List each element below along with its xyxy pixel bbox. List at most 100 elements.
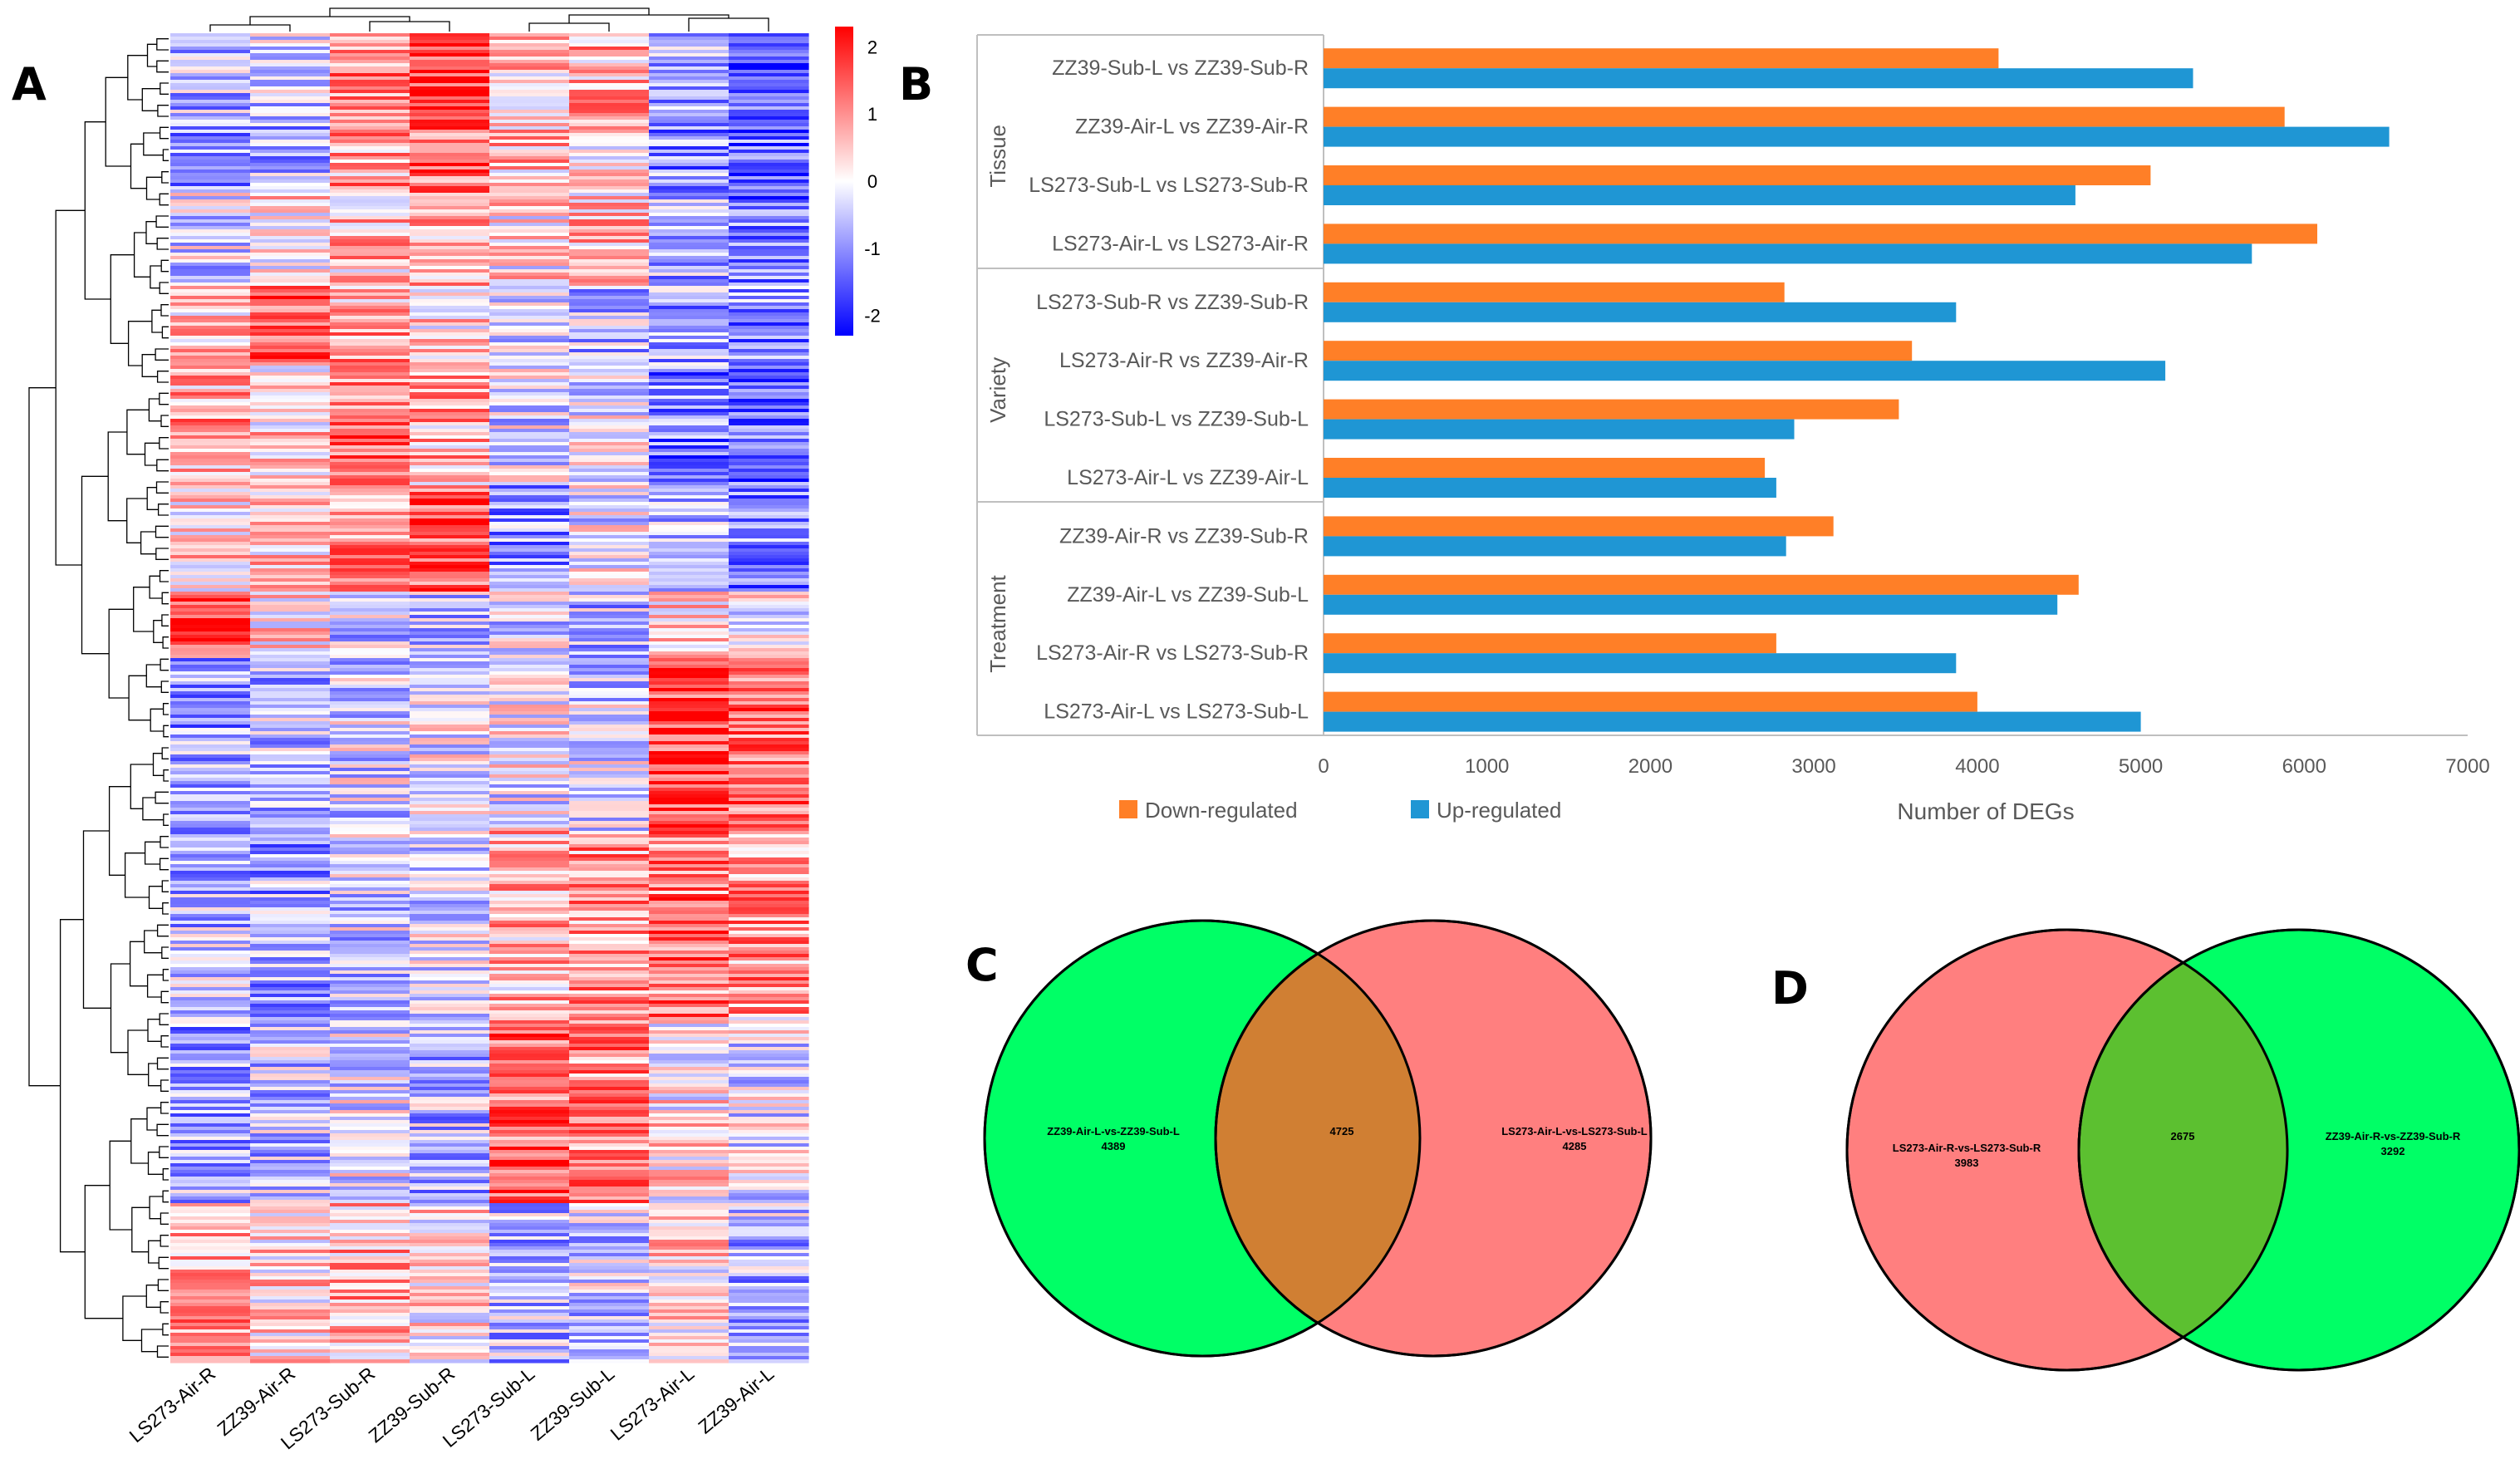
heatmap-cell [410,243,490,247]
heatmap-cell [489,625,570,629]
heatmap-cell [569,66,650,71]
heatmap-cell [649,1280,729,1284]
dendrogram-link [28,387,61,1087]
heatmap-cell [729,1253,809,1257]
heatmap-cell [649,628,729,632]
heatmap-cell [489,1047,570,1051]
heatmap-cell [489,1270,570,1274]
heatmap-cell [170,83,251,87]
heatmap-cell [410,1007,490,1011]
heatmap-cell [330,179,410,184]
x-tick-label: 7000 [2445,755,2489,778]
heatmap-cell [569,671,650,676]
heatmap-cell [170,100,251,104]
heatmap-cell [569,651,650,656]
heatmap-cell [489,1309,570,1314]
heatmap-cell [170,821,251,825]
heatmap-cell [729,243,809,247]
heatmap-cell [330,568,410,572]
heatmap-cell [649,1173,729,1177]
heatmap-cell [250,1230,331,1234]
dendrogram-link [145,664,162,688]
heatmap-cell [170,386,251,390]
heatmap-cell [330,309,410,313]
heatmap-cell [410,292,490,297]
heatmap-cell [649,884,729,888]
heatmap-cell [330,851,410,855]
heatmap-cell [569,542,650,546]
heatmap-cell [170,1130,251,1134]
heatmap-cell [569,1346,650,1350]
heatmap-cell [489,608,570,612]
heatmap-cell [410,1113,490,1118]
heatmap-cell [569,70,650,74]
heatmap-cell [410,608,490,612]
heatmap-cell [729,701,809,705]
heatmap-cell [330,754,410,759]
heatmap-cell [489,665,570,669]
heatmap-cell [410,651,490,656]
heatmap-cell [410,1326,490,1330]
heatmap-cell [250,405,331,410]
heatmap-cell [569,984,650,988]
heatmap-cell [330,432,410,436]
heatmap-cell [330,768,410,772]
heatmap-cell [170,1250,251,1254]
heatmap-cell [569,754,650,759]
heatmap-cell [410,1163,490,1167]
heatmap-cell [250,738,331,742]
heatmap-cell [250,715,331,719]
panel-label-a: A [12,58,47,111]
dendrogram-link [150,708,164,732]
heatmap-cell [330,193,410,197]
heatmap-cell [569,1293,650,1297]
heatmap-cell [489,552,570,556]
heatmap-cell [489,263,570,267]
heatmap-cell [250,415,331,420]
heatmap-cell [170,738,251,742]
heatmap-cell [330,695,410,699]
heatmap-cell [649,369,729,373]
heatmap-cell [250,911,331,915]
color-scale-ticks: 210-1-2 [864,37,881,326]
heatmap-cell [489,512,570,516]
heatmap-cell [250,1173,331,1177]
heatmap-cell [649,648,729,652]
heatmap-cell [330,1070,410,1074]
heatmap-cell [489,282,570,287]
heatmap-cell [489,1120,570,1124]
heatmap-cell [250,1256,331,1260]
heatmap-cell [489,844,570,848]
heatmap-cell [410,711,490,715]
heatmap-cell [170,844,251,848]
heatmap-cell [170,1093,251,1098]
heatmap-cell [649,1206,729,1211]
heatmap-cell [250,1077,331,1081]
heatmap-cell [649,485,729,489]
heatmap-cell [729,1220,809,1224]
heatmap-cell [569,263,650,267]
heatmap-cell [410,183,490,187]
heatmap-cell [729,130,809,134]
heatmap-cell [330,1343,410,1347]
heatmap-cell [170,1067,251,1071]
heatmap-cell [729,346,809,350]
heatmap-cell [250,1329,331,1334]
heatmap-cell [170,731,251,735]
heatmap-cell [569,701,650,705]
heatmap-cell [170,269,251,273]
heatmap-cell [649,193,729,197]
heatmap-cell [569,887,650,892]
heatmap-cell [649,396,729,400]
heatmap-cell [170,1030,251,1034]
heatmap-cell [170,1143,251,1147]
heatmap-cell [170,502,251,506]
bar-chart-x-ticks: 0 1000 2000 3000 4000 5000 6000 7000 [1318,755,2489,778]
heatmap-column-labels: LS273-Air-RZZ39-Air-RLS273-Sub-RZZ39-Sub… [125,1363,779,1454]
heatmap-cell [410,1349,490,1354]
heatmap-cell [489,110,570,114]
heatmap-cell [410,1030,490,1034]
heatmap-cell [649,316,729,320]
heatmap-cell [729,937,809,941]
heatmap-cell [569,239,650,243]
